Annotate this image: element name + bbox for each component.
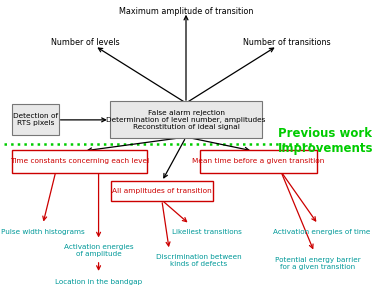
Text: Potential energy barrier
for a given transition: Potential energy barrier for a given tra… <box>275 257 361 270</box>
Text: Mean time before a given transition: Mean time before a given transition <box>192 158 325 164</box>
Text: Pulse width histograms: Pulse width histograms <box>1 229 85 235</box>
Text: Previous work
Improvements: Previous work Improvements <box>278 127 372 155</box>
Text: Location in the bandgap: Location in the bandgap <box>55 279 142 285</box>
FancyBboxPatch shape <box>12 104 59 136</box>
Text: Activation energies of time: Activation energies of time <box>273 229 371 235</box>
Text: Maximum amplitude of transition: Maximum amplitude of transition <box>119 7 253 16</box>
Text: Likeliest transitions: Likeliest transitions <box>171 229 241 235</box>
Text: Activation energies
of amplitude: Activation energies of amplitude <box>64 244 134 257</box>
FancyBboxPatch shape <box>201 150 317 173</box>
Text: Discrimination between
kinds of defects: Discrimination between kinds of defects <box>156 254 242 267</box>
FancyBboxPatch shape <box>111 181 213 201</box>
Text: False alarm rejection
Determination of level number, amplitudes
Reconstitution o: False alarm rejection Determination of l… <box>106 110 266 130</box>
Text: Number of transitions: Number of transitions <box>243 38 330 47</box>
Text: Number of levels: Number of levels <box>51 38 120 47</box>
Text: Detection of
RTS pixels: Detection of RTS pixels <box>13 113 58 126</box>
Text: Time constants concerning each level: Time constants concerning each level <box>10 158 150 164</box>
FancyBboxPatch shape <box>110 101 262 138</box>
FancyBboxPatch shape <box>13 150 147 173</box>
Text: All amplitudes of transition: All amplitudes of transition <box>112 188 212 194</box>
